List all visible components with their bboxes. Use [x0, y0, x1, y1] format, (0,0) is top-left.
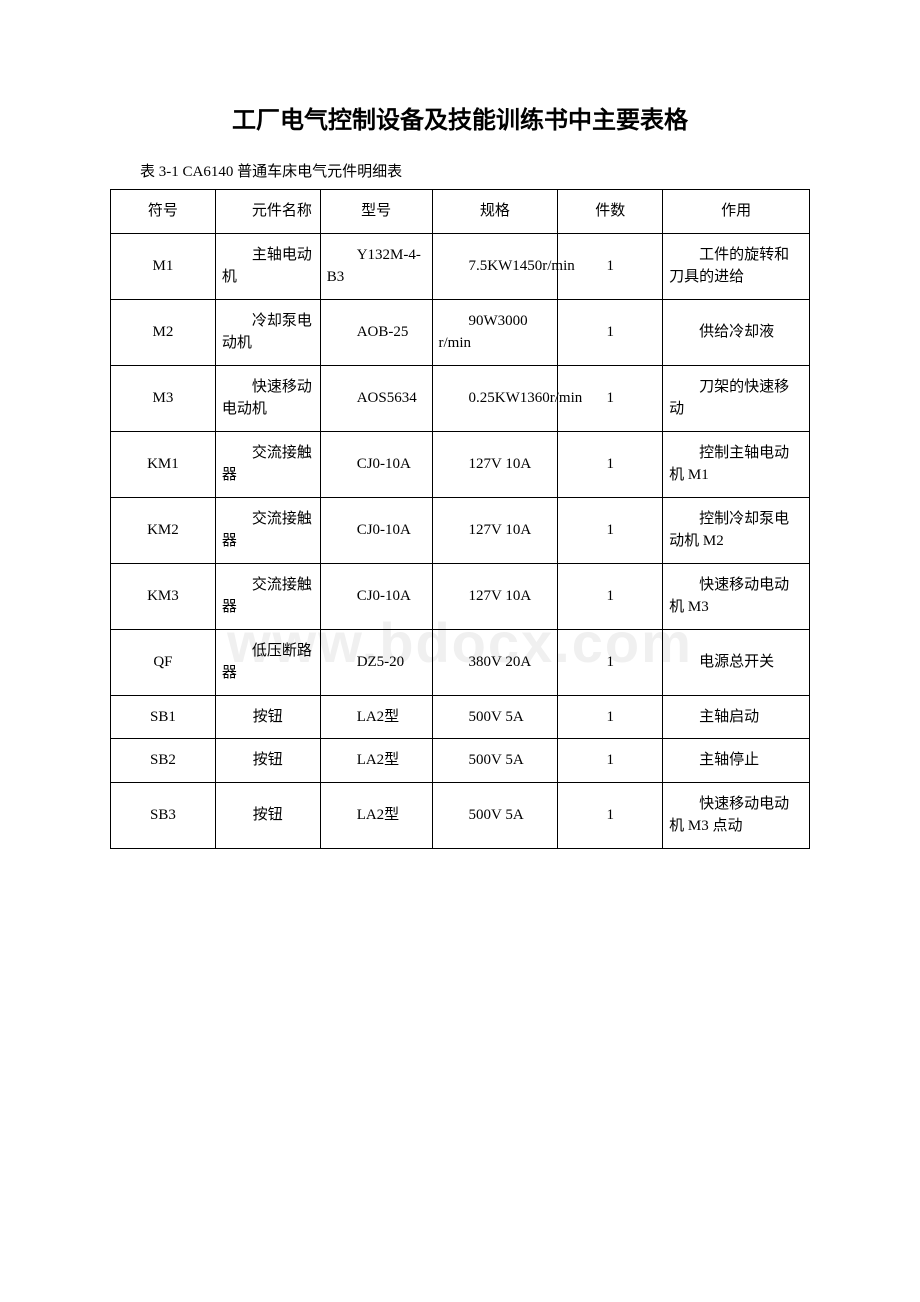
cell-spec: 500V 5A [432, 739, 558, 783]
header-model: 型号 [320, 190, 432, 234]
cell-symbol: M1 [111, 233, 216, 299]
cell-model: CJ0-10A [320, 563, 432, 629]
cell-symbol: KM3 [111, 563, 216, 629]
cell-name: 快速移动电动机 [215, 365, 320, 431]
page-title: 工厂电气控制设备及技能训练书中主要表格 [110, 100, 810, 135]
table-row: M1 主轴电动机 Y132M-4-B3 7.5KW1450r/min 1 工件的… [111, 233, 810, 299]
cell-name: 按钮 [215, 695, 320, 739]
cell-qty: 1 [558, 431, 663, 497]
cell-model: Y132M-4-B3 [320, 233, 432, 299]
cell-use: 电源总开关 [663, 629, 810, 695]
cell-spec: 90W3000 r/min [432, 299, 558, 365]
cell-symbol: QF [111, 629, 216, 695]
cell-use: 主轴停止 [663, 739, 810, 783]
header-qty: 件数 [558, 190, 663, 234]
header-symbol: 符号 [111, 190, 216, 234]
cell-use: 主轴启动 [663, 695, 810, 739]
cell-name: 交流接触器 [215, 431, 320, 497]
cell-use: 刀架的快速移动 [663, 365, 810, 431]
cell-symbol: SB1 [111, 695, 216, 739]
cell-use: 控制冷却泵电动机 M2 [663, 497, 810, 563]
table-row: M2 冷却泵电动机 AOB-25 90W3000 r/min 1 供给冷却液 [111, 299, 810, 365]
cell-use: 控制主轴电动机 M1 [663, 431, 810, 497]
table-caption: 表 3-1 CA6140 普通车床电气元件明细表 [110, 160, 810, 181]
cell-model: DZ5-20 [320, 629, 432, 695]
cell-qty: 1 [558, 739, 663, 783]
cell-qty: 1 [558, 563, 663, 629]
cell-model: AOS5634 [320, 365, 432, 431]
cell-name: 按钮 [215, 782, 320, 848]
cell-spec: 127V 10A [432, 431, 558, 497]
cell-model: CJ0-10A [320, 497, 432, 563]
cell-spec: 0.25KW1360r/min [432, 365, 558, 431]
header-name: 元件名称 [215, 190, 320, 234]
cell-qty: 1 [558, 782, 663, 848]
cell-qty: 1 [558, 299, 663, 365]
components-table: 符号 元件名称 型号 规格 件数 作用 M1 主轴电动机 Y132M-4-B3 … [110, 189, 810, 849]
cell-name: 交流接触器 [215, 563, 320, 629]
cell-use: 供给冷却液 [663, 299, 810, 365]
table-row: SB2 按钮 LA2型 500V 5A 1 主轴停止 [111, 739, 810, 783]
header-use: 作用 [663, 190, 810, 234]
cell-symbol: M3 [111, 365, 216, 431]
table-row: QF 低压断路器 DZ5-20 380V 20A 1 电源总开关 [111, 629, 810, 695]
cell-model: LA2型 [320, 782, 432, 848]
table-row: M3 快速移动电动机 AOS5634 0.25KW1360r/min 1 刀架的… [111, 365, 810, 431]
table-header-row: 符号 元件名称 型号 规格 件数 作用 [111, 190, 810, 234]
cell-symbol: KM2 [111, 497, 216, 563]
cell-symbol: KM1 [111, 431, 216, 497]
cell-name: 主轴电动机 [215, 233, 320, 299]
cell-model: AOB-25 [320, 299, 432, 365]
cell-symbol: SB2 [111, 739, 216, 783]
cell-spec: 127V 10A [432, 497, 558, 563]
cell-use: 工件的旋转和刀具的进给 [663, 233, 810, 299]
cell-model: LA2型 [320, 695, 432, 739]
cell-model: LA2型 [320, 739, 432, 783]
cell-symbol: SB3 [111, 782, 216, 848]
cell-spec: 500V 5A [432, 695, 558, 739]
table-row: KM2 交流接触器 CJ0-10A 127V 10A 1 控制冷却泵电动机 M2 [111, 497, 810, 563]
table-row: SB1 按钮 LA2型 500V 5A 1 主轴启动 [111, 695, 810, 739]
header-spec: 规格 [432, 190, 558, 234]
cell-spec: 500V 5A [432, 782, 558, 848]
cell-qty: 1 [558, 497, 663, 563]
cell-symbol: M2 [111, 299, 216, 365]
cell-name: 按钮 [215, 739, 320, 783]
cell-spec: 127V 10A [432, 563, 558, 629]
cell-name: 低压断路器 [215, 629, 320, 695]
cell-use: 快速移动电动机 M3 点动 [663, 782, 810, 848]
table-row: KM3 交流接触器 CJ0-10A 127V 10A 1 快速移动电动机 M3 [111, 563, 810, 629]
cell-use: 快速移动电动机 M3 [663, 563, 810, 629]
cell-spec: 380V 20A [432, 629, 558, 695]
cell-name: 冷却泵电动机 [215, 299, 320, 365]
cell-model: CJ0-10A [320, 431, 432, 497]
cell-qty: 1 [558, 695, 663, 739]
table-row: SB3 按钮 LA2型 500V 5A 1 快速移动电动机 M3 点动 [111, 782, 810, 848]
cell-qty: 1 [558, 629, 663, 695]
table-body: 符号 元件名称 型号 规格 件数 作用 M1 主轴电动机 Y132M-4-B3 … [111, 190, 810, 849]
cell-name: 交流接触器 [215, 497, 320, 563]
cell-spec: 7.5KW1450r/min [432, 233, 558, 299]
table-row: KM1 交流接触器 CJ0-10A 127V 10A 1 控制主轴电动机 M1 [111, 431, 810, 497]
